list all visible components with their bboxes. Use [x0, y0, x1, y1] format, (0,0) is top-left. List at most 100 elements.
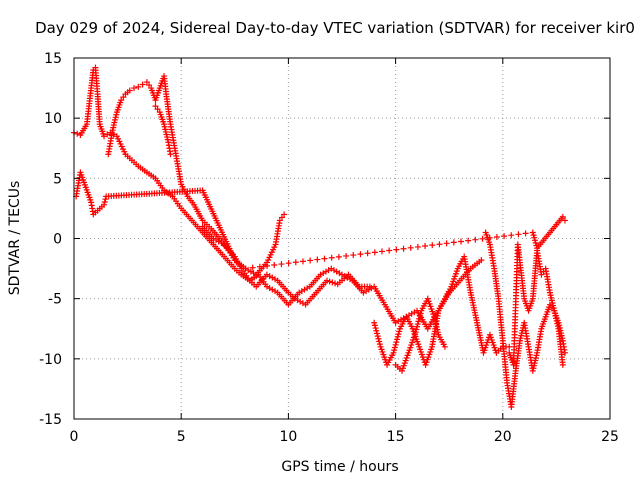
x-tick-label: 10 — [279, 429, 297, 445]
data-point — [391, 347, 398, 354]
data-point — [436, 241, 443, 248]
series-i — [73, 169, 568, 272]
data-point — [278, 214, 285, 221]
data-point — [120, 94, 127, 101]
data-point — [417, 310, 424, 317]
data-point — [249, 264, 256, 271]
data-point — [152, 103, 159, 110]
data-point — [422, 243, 429, 250]
data-point — [394, 336, 401, 343]
data-point — [376, 338, 383, 345]
data-point — [278, 261, 285, 268]
data-point — [154, 106, 161, 113]
data-point — [443, 240, 450, 247]
data-point — [101, 198, 108, 205]
data-point — [414, 243, 421, 250]
data-point — [343, 252, 350, 259]
x-tick-label: 25 — [601, 429, 619, 445]
data-point — [400, 245, 407, 252]
chart-title: Day 029 of 2024, Sidereal Day-to-day VTE… — [35, 19, 635, 37]
grid — [74, 58, 610, 419]
data-point — [74, 130, 81, 137]
y-tick-label: -5 — [48, 292, 62, 308]
data-point — [441, 343, 448, 350]
data-point — [376, 341, 383, 348]
data-point — [414, 323, 421, 330]
series-h — [506, 241, 566, 368]
data-point — [493, 233, 500, 240]
data-point — [486, 234, 493, 241]
series-d — [199, 223, 373, 308]
data-point — [131, 85, 138, 92]
data-point — [561, 349, 568, 356]
data-point — [501, 233, 508, 240]
data-point — [371, 249, 378, 256]
data-point — [529, 229, 536, 236]
y-tick-label: 0 — [53, 232, 62, 248]
data-point — [538, 271, 545, 278]
data-point — [416, 313, 423, 320]
data-point — [373, 327, 380, 334]
data-point — [390, 349, 397, 356]
data-point — [532, 239, 539, 246]
series-f — [392, 295, 448, 374]
data-point — [396, 328, 403, 335]
data-point — [407, 244, 414, 251]
data-point — [395, 331, 402, 338]
data-point — [314, 256, 321, 263]
x-tick-label: 20 — [494, 429, 512, 445]
x-axis-label: GPS time / hours — [281, 459, 398, 475]
data-point — [332, 280, 339, 287]
ticks: 0 5 10 15 20 25 -15 -10 -5 0 5 10 15 — [39, 51, 619, 445]
data-point — [479, 235, 486, 242]
data-point — [393, 339, 400, 346]
data-point — [299, 258, 306, 265]
data-point — [118, 97, 125, 104]
data-point — [531, 237, 538, 244]
data-point — [411, 331, 418, 338]
series-g — [482, 229, 568, 410]
series-b — [105, 73, 288, 278]
y-tick-label: 15 — [44, 51, 62, 67]
data-point — [326, 278, 333, 285]
data-point — [416, 315, 423, 322]
data-point — [375, 335, 382, 342]
data-point — [135, 83, 142, 90]
data-point — [450, 239, 457, 246]
data-point — [364, 250, 371, 257]
data-point — [101, 201, 108, 208]
data-point — [478, 257, 485, 264]
data-point — [271, 261, 278, 268]
x-tick-label: 15 — [387, 429, 405, 445]
x-tick-label: 5 — [177, 429, 186, 445]
series-a — [71, 64, 485, 332]
data-point — [256, 263, 263, 270]
data-point — [328, 254, 335, 261]
data-point — [143, 79, 150, 86]
data-point — [392, 341, 399, 348]
data-point — [329, 279, 336, 286]
data-point — [285, 260, 292, 267]
data-point — [394, 333, 401, 340]
data-points — [71, 64, 568, 410]
data-point — [393, 246, 400, 253]
data-point — [378, 248, 385, 255]
series-c — [152, 103, 174, 158]
data-point — [391, 344, 398, 351]
data-point — [366, 283, 373, 290]
data-point — [371, 319, 378, 326]
data-point — [472, 236, 479, 243]
data-point — [350, 252, 357, 259]
data-point — [465, 237, 472, 244]
data-point — [102, 196, 109, 203]
data-point — [374, 330, 381, 337]
data-point — [307, 257, 314, 264]
data-point — [292, 259, 299, 266]
data-point — [457, 238, 464, 245]
data-point — [323, 277, 330, 284]
data-point — [321, 255, 328, 262]
data-point — [276, 217, 283, 224]
y-axis-label: SDTVAR / TECUs — [7, 181, 23, 296]
data-point — [415, 318, 422, 325]
